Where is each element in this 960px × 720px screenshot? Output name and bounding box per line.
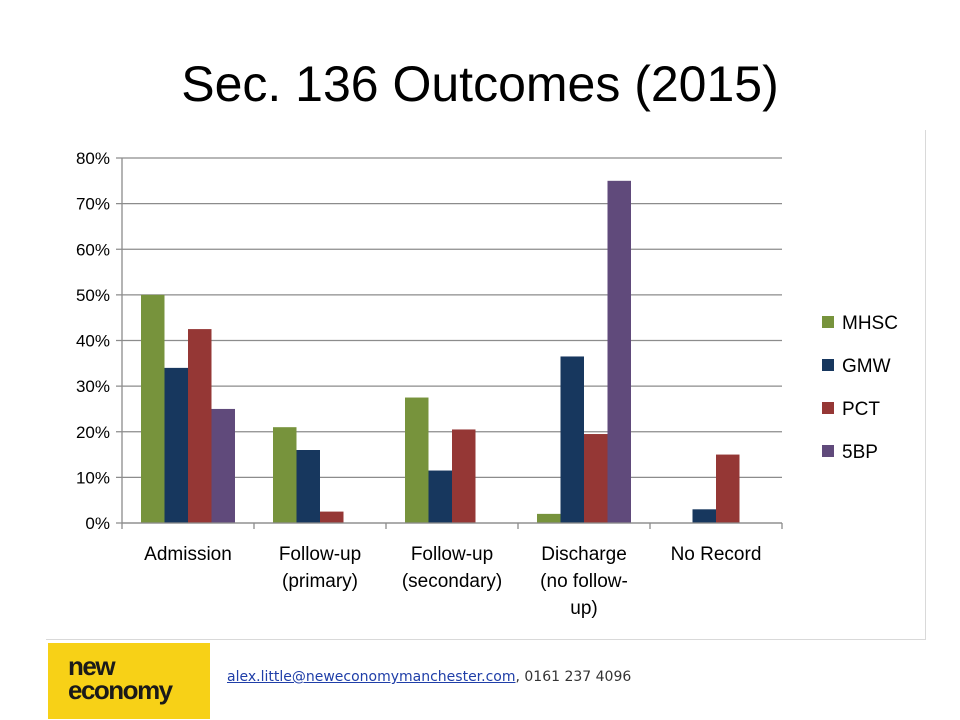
y-tick-label: 50%: [76, 286, 110, 305]
legend-label: PCT: [842, 399, 880, 420]
bar-mhsc: [405, 397, 429, 523]
bar-gmw: [428, 470, 452, 523]
x-category-label: Admission: [144, 544, 232, 565]
x-category-label: Follow-up: [279, 544, 361, 565]
bar-gmw: [296, 450, 320, 523]
legend-label: 5BP: [842, 442, 878, 463]
x-category-label: Follow-up: [411, 544, 493, 565]
y-tick-label: 60%: [76, 240, 110, 259]
legend-swatch-5bp: [822, 445, 834, 457]
footer-contact: alex.little@neweconomymanchester.com, 01…: [227, 669, 631, 685]
x-category-label: Discharge: [541, 544, 627, 565]
logo-text-economy: economy: [68, 675, 173, 705]
y-tick-label: 20%: [76, 423, 110, 442]
bar-pct: [188, 329, 212, 523]
legend-swatch-mhsc: [822, 316, 834, 328]
x-category-label: No Record: [671, 544, 762, 565]
contact-phone: , 0161 237 4096: [515, 669, 632, 685]
bar-chart: 0% 10% 20% 30% 40% 50% 60% 70% 80% Admission Follo…: [76, 149, 898, 619]
y-tick-label: 10%: [76, 468, 110, 487]
y-tick-label: 80%: [76, 149, 110, 168]
logo-text-new: new: [68, 651, 116, 681]
new-economy-logo: new economy: [48, 643, 210, 719]
slide-title: Sec. 136 Outcomes (2015): [181, 56, 779, 112]
x-category-label: (secondary): [402, 571, 502, 592]
legend-swatch-pct: [822, 402, 834, 414]
contact-email-link[interactable]: alex.little@neweconomymanchester.com: [227, 669, 516, 685]
bar-pct: [452, 429, 476, 523]
bar-5bp: [211, 408, 235, 523]
bar-mhsc: [537, 513, 561, 523]
y-tick-label: 70%: [76, 195, 110, 214]
x-category-label: up): [570, 598, 597, 619]
chart-frame: 0% 10% 20% 30% 40% 50% 60% 70% 80% Admission Follo…: [46, 130, 926, 640]
bar-mhsc: [141, 294, 165, 523]
legend-label: MHSC: [842, 313, 898, 334]
bar-5bp: [607, 180, 631, 523]
x-category-label: (primary): [282, 571, 358, 592]
bar-gmw: [560, 356, 584, 523]
bar-gmw: [692, 509, 716, 523]
bar-mhsc: [273, 427, 297, 523]
x-category-label: (no follow-: [540, 571, 628, 592]
legend-swatch-gmw: [822, 359, 834, 371]
y-tick-label: 0%: [85, 514, 110, 533]
y-tick-label: 30%: [76, 377, 110, 396]
bar-pct: [716, 454, 740, 523]
bar-pct: [320, 511, 344, 523]
bar-pct: [584, 434, 608, 523]
y-tick-label: 40%: [76, 332, 110, 351]
legend-label: GMW: [842, 356, 891, 377]
bar-gmw: [164, 367, 188, 523]
